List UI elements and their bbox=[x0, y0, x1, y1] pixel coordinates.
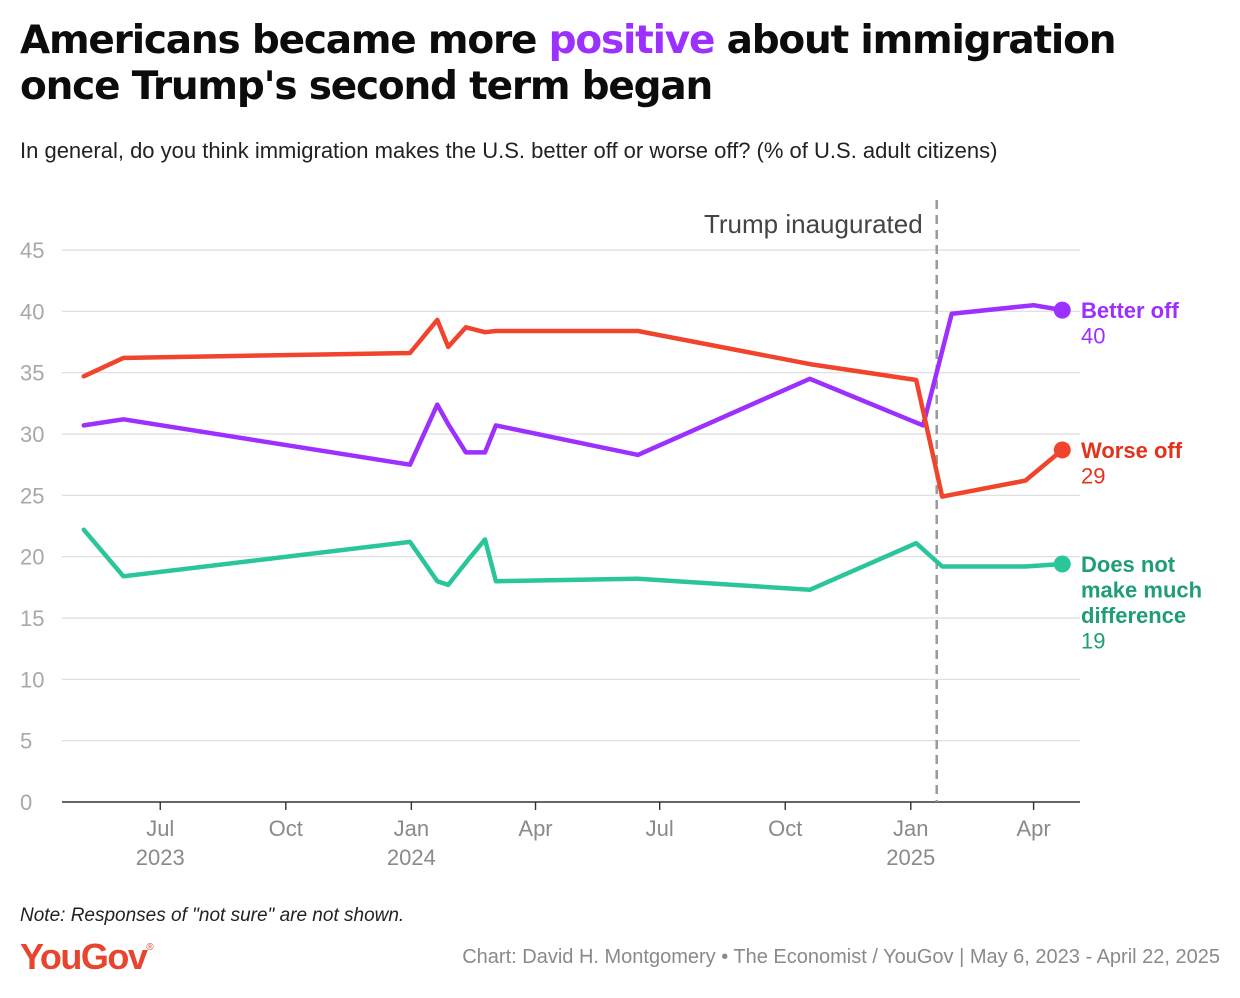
title-part-1: Americans became more bbox=[20, 18, 549, 63]
x-tick-year-label: 2024 bbox=[387, 845, 436, 870]
x-tick-year-label: 2025 bbox=[886, 845, 935, 870]
series-label: Does not bbox=[1081, 552, 1176, 577]
title-highlight: positive bbox=[548, 18, 716, 63]
y-tick-label: 40 bbox=[20, 299, 44, 324]
chart-note: Note: Responses of "not sure" are not sh… bbox=[20, 905, 405, 926]
x-tick-label: Jul bbox=[646, 816, 674, 841]
y-tick-label: 45 bbox=[20, 238, 44, 263]
series-label: make much bbox=[1081, 578, 1202, 603]
series-endpoint-2 bbox=[1053, 555, 1071, 573]
series-label: Better off bbox=[1081, 298, 1179, 323]
series-endpoint-1 bbox=[1053, 441, 1071, 459]
logo-text: YouGov bbox=[20, 936, 148, 977]
x-tick-label: Jan bbox=[893, 816, 928, 841]
y-tick-label: 10 bbox=[20, 667, 44, 692]
x-tick-label: Apr bbox=[1016, 816, 1050, 841]
x-tick-year-label: 2023 bbox=[136, 845, 185, 870]
series-label: difference bbox=[1081, 603, 1186, 628]
series-value-label: 29 bbox=[1081, 463, 1105, 488]
inauguration-label: Trump inaugurated bbox=[704, 209, 923, 239]
y-tick-label: 35 bbox=[20, 361, 44, 386]
y-tick-label: 25 bbox=[20, 483, 44, 508]
series-value-label: 19 bbox=[1081, 629, 1105, 654]
yougov-logo: YouGov® bbox=[20, 936, 154, 978]
series-line-1 bbox=[81, 317, 1065, 499]
y-tick-label: 15 bbox=[20, 606, 44, 631]
series-endpoint-0 bbox=[1053, 301, 1071, 319]
x-tick-label: Apr bbox=[518, 816, 552, 841]
y-tick-label: 20 bbox=[20, 545, 44, 570]
x-tick-label: Oct bbox=[269, 816, 303, 841]
series-line-2 bbox=[81, 527, 1065, 593]
x-tick-label: Jul bbox=[146, 816, 174, 841]
title-part-2: about immigration once Trump's second te… bbox=[20, 18, 1116, 109]
y-tick-label: 30 bbox=[20, 422, 44, 447]
chart-subtitle: In general, do you think immigration mak… bbox=[20, 138, 998, 163]
y-tick-label: 5 bbox=[20, 729, 32, 754]
x-tick-label: Oct bbox=[768, 816, 802, 841]
y-tick-label: 0 bbox=[20, 790, 32, 815]
series-value-label: 40 bbox=[1081, 324, 1105, 349]
logo-registered-mark: ® bbox=[146, 942, 154, 953]
series-label: Worse off bbox=[1081, 438, 1183, 463]
x-tick-label: Jan bbox=[394, 816, 429, 841]
series-line-0 bbox=[81, 302, 1065, 467]
chart-title: Americans became more positive about imm… bbox=[20, 18, 1220, 110]
chart-credit: Chart: David H. Montgomery • The Economi… bbox=[462, 946, 1220, 968]
